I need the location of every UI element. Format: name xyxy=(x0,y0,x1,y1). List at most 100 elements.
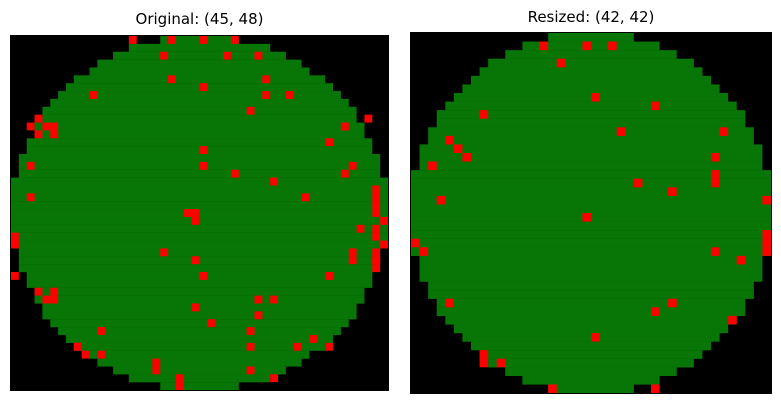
resized-map-wafer-row xyxy=(411,195,771,205)
original-map-wafer-row xyxy=(11,240,388,249)
original-map-wafer-row xyxy=(42,311,357,320)
original-map-defect-cell xyxy=(372,248,381,257)
original-map-defect-cell xyxy=(325,272,334,280)
original-map-wafer-row xyxy=(65,334,334,343)
original-map-wafer-row xyxy=(11,193,388,202)
resized-map-wafer-row xyxy=(428,290,754,299)
original-wafer-map-canvas xyxy=(11,36,388,390)
resized-map-defect-cell xyxy=(719,127,729,136)
original-map-defect-cell xyxy=(97,327,106,335)
resized-map-wafer-row xyxy=(419,144,763,154)
resized-map-defect-cell xyxy=(711,247,720,256)
resized-map-wafer-row xyxy=(411,204,771,214)
resized-map-defect-cell xyxy=(479,358,489,368)
resized-map-defect-cell xyxy=(633,178,643,188)
original-map-defect-cell xyxy=(34,287,43,296)
original-map-defect-cell xyxy=(270,374,279,383)
original-map-wafer-row xyxy=(26,138,373,147)
resized-map-wafer-row xyxy=(471,75,711,85)
original-map-defect-cell xyxy=(254,311,263,320)
original-map-wafer-row xyxy=(26,279,373,288)
original-map-defect-cell xyxy=(199,161,208,170)
resized-map-defect-cell xyxy=(711,153,720,162)
resized-map-wafer-row xyxy=(436,307,746,317)
original-map-wafer-row xyxy=(113,51,286,60)
original-map-wafer-row xyxy=(89,350,310,359)
original-map-defect-cell xyxy=(152,358,161,367)
resized-map-defect-cell xyxy=(616,127,626,136)
original-map-wafer-row xyxy=(11,232,388,241)
resized-map-defect-cell xyxy=(762,247,771,256)
original-map-defect-cell xyxy=(34,130,43,139)
original-map-wafer-row xyxy=(128,374,271,383)
original-map-defect-cell xyxy=(262,75,271,84)
original-map-defect-cell xyxy=(191,256,200,265)
resized-map-defect-cell xyxy=(479,350,489,359)
original-map-defect-cell xyxy=(348,161,357,170)
resized-map-defect-cell xyxy=(728,315,737,325)
resized-map-defect-cell xyxy=(462,153,471,162)
original-map-defect-cell xyxy=(293,342,302,351)
original-map-wafer-row xyxy=(11,185,388,194)
original-map-defect-cell xyxy=(11,272,19,280)
original-map-wafer-row xyxy=(128,43,271,52)
original-map-wafer-row xyxy=(34,295,365,304)
original-map-wafer-row xyxy=(89,67,310,76)
resized-map-defect-cell xyxy=(762,230,771,239)
original-map-defect-cell xyxy=(285,91,294,99)
original-map-defect-cell xyxy=(191,303,200,312)
resized-wafer-map-canvas xyxy=(411,33,771,393)
original-map-defect-cell xyxy=(183,209,192,217)
resized-map-wafer-row xyxy=(548,384,634,393)
resized-map-defect-cell xyxy=(582,41,591,51)
original-map-defect-cell xyxy=(380,216,388,225)
resized-map-wafer-row xyxy=(488,58,694,68)
original-map-defect-cell xyxy=(175,374,184,383)
original-map-defect-cell xyxy=(73,342,82,351)
original-map-defect-cell xyxy=(26,193,35,202)
original-map-defect-cell xyxy=(42,122,51,131)
original-map-defect-cell xyxy=(372,256,381,265)
original-map-defect-cell xyxy=(380,240,388,249)
resized-wafer-map xyxy=(410,32,772,394)
original-map-wafer-row xyxy=(18,169,381,178)
original-map-wafer-row xyxy=(58,91,341,100)
original-map-defect-cell xyxy=(340,169,349,178)
original-map-wafer-row xyxy=(58,327,341,336)
resized-map-wafer-row xyxy=(522,375,660,385)
original-map-wafer-row xyxy=(11,224,388,233)
original-map-defect-cell xyxy=(199,83,208,92)
original-map-defect-cell xyxy=(372,264,381,272)
original-map-defect-cell xyxy=(199,272,208,280)
original-map-defect-cell xyxy=(301,193,310,202)
resized-map-wafer-row xyxy=(436,110,746,119)
original-map-wafer-row xyxy=(18,248,381,257)
original-map-defect-cell xyxy=(207,319,216,328)
original-map-defect-cell xyxy=(356,224,365,233)
original-map-defect-cell xyxy=(11,232,19,241)
resized-map-defect-cell xyxy=(651,101,660,111)
original-map-defect-cell xyxy=(152,366,161,375)
resized-map-wafer-row xyxy=(505,367,677,377)
original-wafer-map xyxy=(10,35,389,391)
resized-map-defect-cell xyxy=(419,247,429,256)
original-map-wafer-row xyxy=(73,75,326,84)
original-map-defect-cell xyxy=(246,327,255,335)
original-map-defect-cell xyxy=(270,177,279,186)
resized-map-wafer-row xyxy=(428,281,754,291)
original-map-wafer-row xyxy=(18,264,381,273)
original-map-defect-cell xyxy=(26,122,35,131)
original-map-wafer-row xyxy=(73,342,326,351)
original-map-defect-cell xyxy=(325,138,334,147)
resized-map-wafer-row xyxy=(419,255,763,265)
original-map-wafer-row xyxy=(97,358,302,367)
original-map-wafer-row xyxy=(26,146,373,155)
original-map-defect-cell xyxy=(246,366,255,375)
original-map-defect-cell xyxy=(254,51,263,60)
original-map-wafer-row xyxy=(26,272,373,281)
original-map-defect-cell xyxy=(364,114,373,123)
original-map-wafer-row xyxy=(42,114,357,123)
original-map-wafer-row xyxy=(11,177,388,186)
resized-map-defect-cell xyxy=(539,41,549,51)
original-map-defect-cell xyxy=(372,224,381,233)
